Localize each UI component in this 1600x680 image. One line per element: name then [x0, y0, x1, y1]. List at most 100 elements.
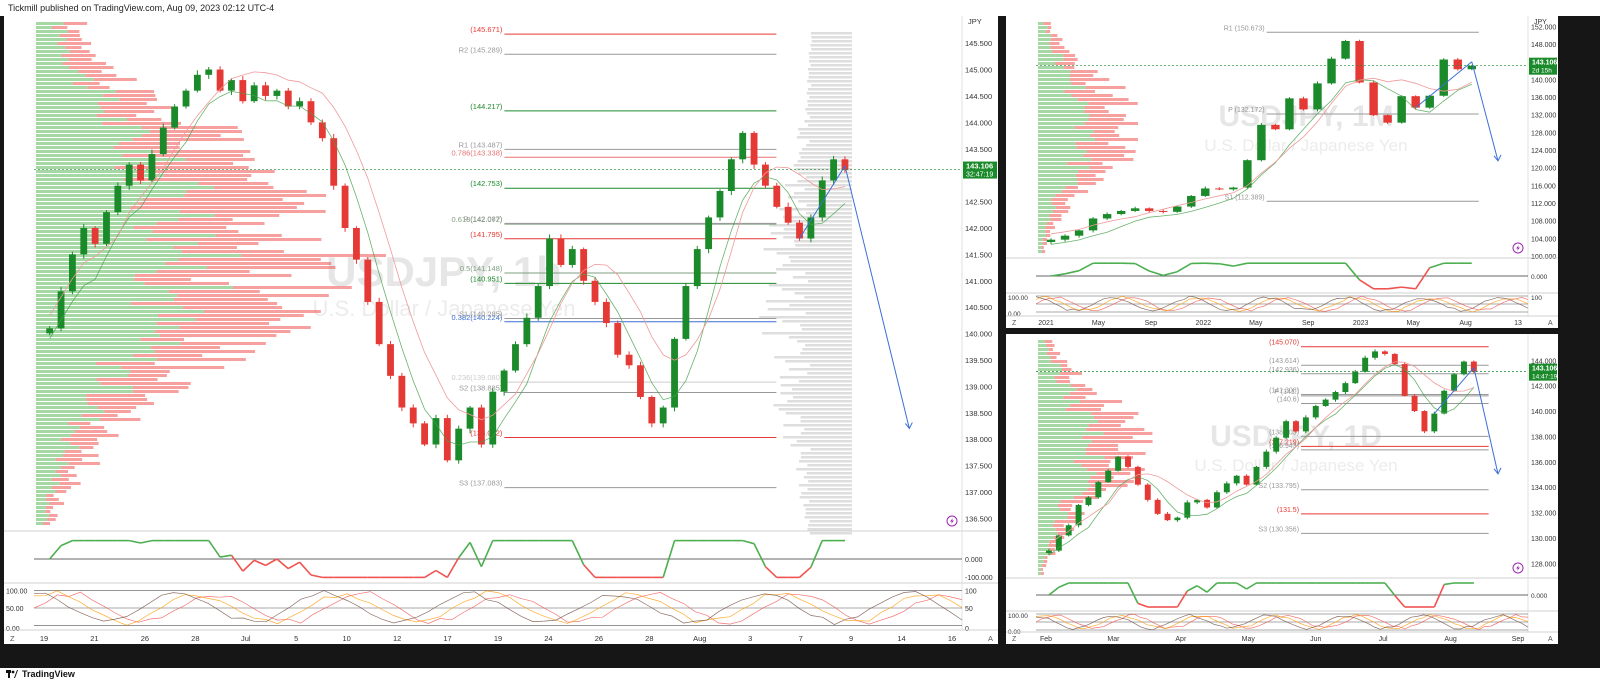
candle-body [523, 318, 530, 344]
time-tick-label: 19 [40, 634, 48, 643]
z-icon: Z [10, 634, 15, 643]
volume-profile-bar-sell [1041, 572, 1044, 575]
monthly-chart-panel[interactable]: USDJPY, 1M U.S. Dollar / Japanese Yen 152.… [1006, 16, 1558, 328]
volume-profile-bar-sell [178, 218, 232, 221]
oscillator-segment [800, 567, 811, 577]
oscillator-segment [1197, 586, 1207, 592]
candle-body [796, 223, 803, 239]
volume-profile-bar-sell [69, 462, 100, 465]
volume-profile-bar-sell [56, 458, 82, 461]
session-volume-bar [777, 252, 852, 255]
volume-profile-bar-sell [79, 446, 93, 449]
volume-profile-bar-buy [1038, 532, 1057, 535]
volume-profile-bar-buy [1038, 114, 1089, 117]
volume-profile-bar-sell [1063, 54, 1075, 57]
price-tick-label: 104.000 [1531, 236, 1556, 243]
oscillator-segment [447, 558, 458, 578]
session-volume-bar [805, 516, 852, 519]
candle-body [1131, 208, 1139, 211]
volume-profile-bar-sell [1075, 126, 1118, 129]
volume-profile-bar-buy [36, 386, 133, 389]
volume-profile-bar-sell [185, 158, 254, 161]
session-volume-bar [806, 212, 852, 215]
oscillator-segment [1138, 603, 1148, 607]
volume-profile-bar-sell [87, 402, 154, 405]
session-volume-bar [809, 96, 852, 99]
volume-profile-bar-buy [1038, 476, 1090, 479]
oscillator-segment [277, 559, 288, 569]
candle-body [1333, 392, 1339, 400]
volume-profile-bar-buy [1038, 202, 1052, 205]
candle-body [410, 408, 417, 424]
volume-profile-bar-buy [36, 374, 128, 377]
oscillator-segment [1346, 263, 1360, 280]
session-volume-bar [810, 44, 852, 47]
price-tick-label: 132.000 [1531, 113, 1556, 120]
candle-body [717, 191, 724, 217]
volume-profile-bar-buy [36, 66, 69, 69]
volume-profile-bar-sell [1045, 340, 1052, 343]
main-chart-panel[interactable]: USDJPY, 1h U.S. Dollar / Japanese Yen 145.… [4, 16, 998, 644]
volume-profile-bar-buy [36, 70, 78, 73]
time-tick-label: 19 [494, 634, 502, 643]
candle-body [285, 91, 292, 107]
session-volume-bar [807, 112, 852, 115]
candle-body [228, 80, 235, 91]
candle-body [1174, 518, 1180, 521]
tradingview-logo-icon[interactable] [6, 670, 18, 678]
volume-profile-bar-sell [1092, 440, 1153, 443]
candle-body [398, 376, 405, 408]
candle-body [364, 260, 371, 302]
volume-profile-bar-sell [128, 374, 167, 377]
volume-profile-bar-sell [1045, 226, 1055, 229]
level-label: S2 (138.885) [459, 383, 503, 392]
candle-body [842, 159, 849, 170]
session-volume-bar [779, 408, 852, 411]
volume-profile-bar-sell [1083, 154, 1124, 157]
volume-profile-bar-sell [133, 386, 189, 389]
volume-profile-bar-sell [1076, 142, 1109, 145]
volume-profile-bar-sell [1060, 372, 1082, 375]
candle-body [126, 165, 133, 186]
session-volume-bar [762, 332, 852, 335]
volume-profile-bar-sell [1091, 412, 1138, 415]
volume-profile-bar-sell [101, 106, 172, 109]
volume-profile-bar-sell [1047, 352, 1060, 355]
volume-profile-bar-buy [36, 370, 130, 373]
time-tick-label: Apr [1175, 636, 1187, 643]
price-tick-label: 145.000 [965, 66, 992, 75]
price-tick-label: 112.000 [1531, 201, 1556, 208]
price-tick-label: 138.500 [965, 409, 992, 418]
footer-brand[interactable]: TradingView [22, 668, 75, 680]
candle-body [1046, 551, 1052, 553]
daily-chart-panel[interactable]: USDJPY, 1D U.S. Dollar / Japanese Yen 144.… [1006, 334, 1558, 644]
volume-profile-bar-buy [1038, 516, 1067, 519]
level-label: P (132.172) [1228, 107, 1264, 114]
candle-body [1285, 98, 1293, 129]
volume-profile-bar-sell [1056, 206, 1070, 209]
candle-body [1412, 396, 1418, 411]
level-label: P (142.087) [463, 214, 503, 223]
projection-arrow-line [1474, 368, 1498, 474]
volume-profile-bar-sell [127, 118, 161, 121]
volume-profile-bar-buy [1038, 492, 1082, 495]
session-volume-bar [805, 344, 852, 347]
volume-profile-bar-sell [1050, 218, 1061, 221]
volume-profile-bar-sell [153, 230, 239, 233]
session-volume-bar [809, 60, 852, 63]
stochastic-tick-left: 100.00 [1008, 613, 1028, 620]
volume-profile-bar-buy [36, 394, 86, 397]
session-volume-bar [785, 360, 852, 363]
oscillator-segment [220, 555, 231, 557]
volume-profile-bar-buy [36, 106, 101, 109]
candle-body [239, 80, 246, 101]
volume-profile-bar-sell [43, 522, 50, 525]
volume-profile-bar-buy [36, 450, 65, 453]
volume-profile-bar-sell [1053, 210, 1068, 213]
publisher-bar: Tickmill published on TradingView.com, A… [0, 0, 1600, 16]
volume-profile-bar-sell [133, 354, 202, 357]
level-label: S3 (137.083) [459, 479, 503, 488]
session-volume-bar [798, 172, 852, 175]
volume-profile-bar-buy [1038, 452, 1086, 455]
volume-profile-bar-sell [63, 22, 87, 25]
